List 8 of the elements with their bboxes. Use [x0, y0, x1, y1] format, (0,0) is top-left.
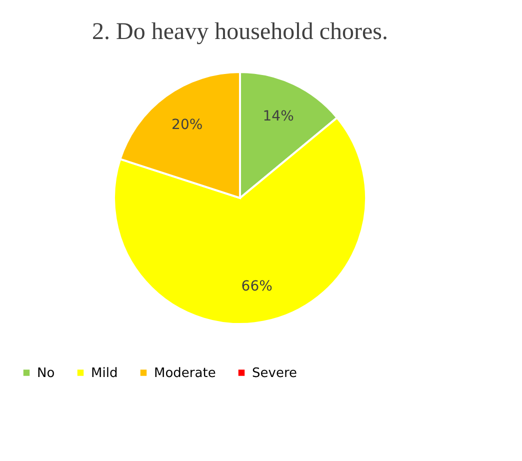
legend-label: Moderate: [154, 366, 216, 381]
legend-label: No: [37, 366, 55, 381]
legend-label: Severe: [252, 366, 297, 381]
data-label: 14%: [262, 108, 294, 125]
legend-label: Mild: [91, 366, 118, 381]
data-label: 66%: [241, 278, 272, 294]
data-label: 20%: [172, 117, 203, 134]
chart-title: 2. Do heavy household chores.: [92, 19, 388, 45]
